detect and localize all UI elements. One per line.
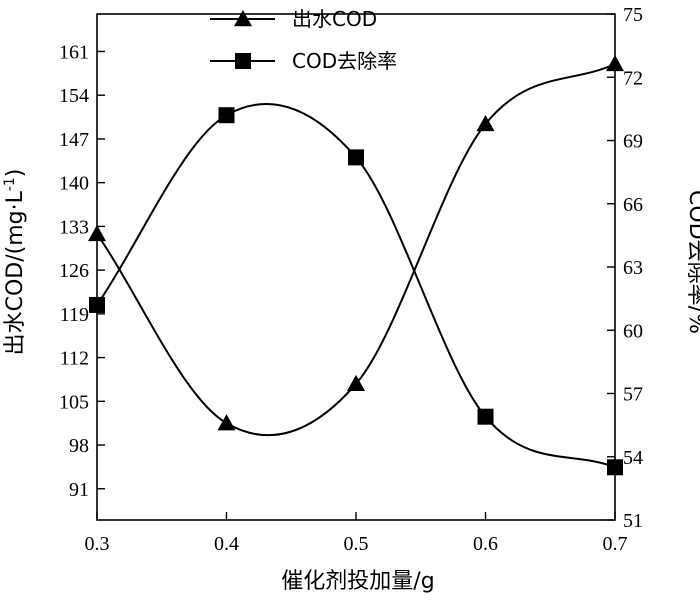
- left-y-tick-label: 147: [59, 129, 89, 151]
- right-y-tick-label: 60: [623, 320, 643, 342]
- left-y-tick-label: 91: [69, 479, 89, 501]
- effluent-cod-point: [606, 54, 624, 72]
- series-markers: [88, 54, 624, 476]
- left-y-tick-label: 140: [59, 173, 89, 195]
- series-curves: [96, 63, 616, 469]
- left-y-tick-label: 112: [60, 348, 89, 370]
- right-y-axis-title: COD去除率/%: [684, 190, 700, 334]
- right-y-tick-label: 69: [623, 131, 643, 153]
- right-y-tick-label: 54: [623, 447, 643, 469]
- cod-removal-point: [89, 296, 105, 313]
- plot-frame: [96, 13, 616, 521]
- legend-marker-effluent-cod: [234, 10, 252, 27]
- x-axis: 0.3 0.4 0.5 0.6 0.7: [85, 512, 628, 555]
- right-y-tick-label: 63: [623, 257, 643, 279]
- cod-removal-point: [607, 459, 623, 476]
- left-y-tick-label: 133: [59, 216, 89, 238]
- x-tick-label: 0.4: [214, 533, 239, 555]
- left-y-tick-label: 98: [69, 435, 89, 457]
- legend-marker-cod-removal: [235, 53, 251, 69]
- right-y-tick-label: 57: [623, 384, 643, 406]
- effluent-cod-point: [347, 374, 365, 392]
- right-y-tick-label: 72: [623, 67, 643, 89]
- left-y-axis-title-end: ): [3, 169, 28, 178]
- x-axis-title: 催化剂投加量/g: [281, 569, 434, 594]
- left-y-tick-label: 119: [60, 304, 89, 326]
- effluent-cod-point: [476, 114, 495, 132]
- left-y-axis-title: 出水COD/(mg·L-1): [2, 169, 28, 356]
- left-y-tick-label: 161: [59, 41, 89, 63]
- x-tick-label: 0.5: [344, 533, 369, 555]
- effluent-cod-point: [217, 414, 236, 431]
- right-y-axis: 51 54 57 60 63 66 69 72 75: [607, 4, 643, 532]
- left-y-tick-label: 126: [59, 260, 89, 282]
- effluent-cod-point: [88, 224, 106, 242]
- legend-label-cod-removal: COD去除率: [292, 49, 397, 73]
- left-y-axis-title-main: 出水COD/(mg·L: [3, 190, 28, 355]
- x-tick-label: 0.3: [85, 533, 110, 555]
- right-y-tick-label: 75: [623, 4, 643, 26]
- legend: 出水COD COD去除率: [210, 7, 397, 73]
- x-tick-label: 0.7: [603, 533, 628, 555]
- cod-removal-point: [348, 149, 364, 166]
- legend-label-effluent-cod: 出水COD: [292, 7, 377, 31]
- right-y-tick-label: 51: [623, 510, 643, 532]
- left-y-axis-title-sup: -1: [2, 177, 18, 191]
- cod-removal-point: [218, 107, 235, 124]
- x-tick-label: 0.6: [473, 533, 498, 555]
- plot-border: [96, 13, 616, 521]
- cod-removal-point: [477, 408, 494, 425]
- left-y-axis: 91 98 105 112 119 126 133 140 147 154 161: [59, 41, 105, 501]
- right-y-tick-label: 66: [623, 194, 643, 216]
- left-y-tick-label: 105: [59, 391, 89, 413]
- left-y-tick-label: 154: [59, 85, 89, 107]
